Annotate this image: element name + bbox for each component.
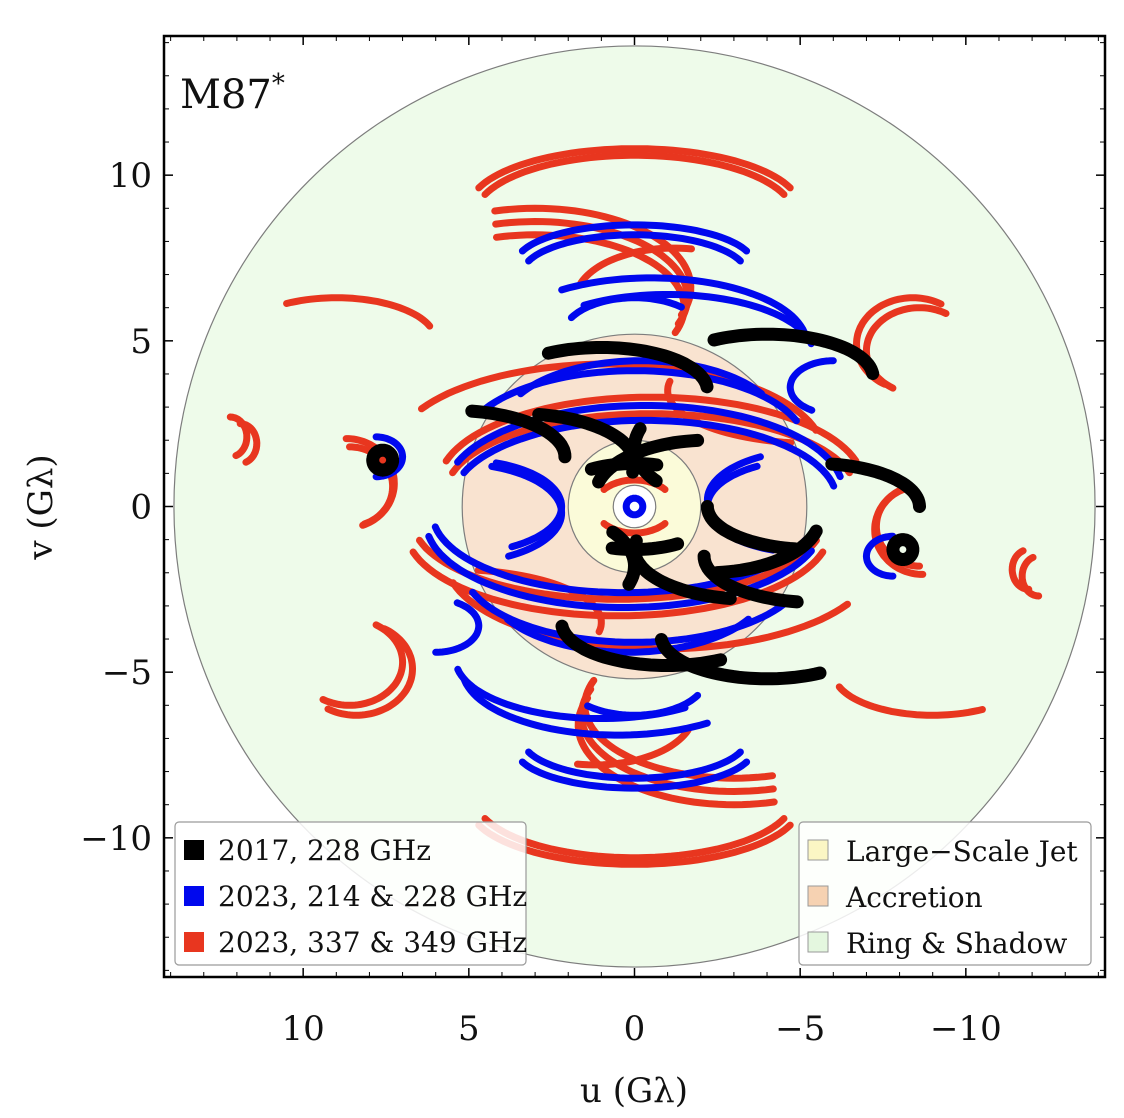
uv-track (418, 360, 820, 434)
uv-track (606, 525, 642, 591)
region-legend: Large−Scale Jet Accretion Ring & Shadow (798, 821, 1092, 966)
uv-track (1018, 553, 1043, 600)
x-axis-title: u (Gλ) (580, 1071, 688, 1111)
uv-track (700, 500, 802, 556)
uv-track (654, 633, 827, 686)
chart-title-superscript: * (272, 69, 285, 99)
legend-swatch-jet (807, 839, 829, 861)
uv-track (425, 532, 815, 611)
uv-track (825, 457, 926, 513)
x-tick-label: 5 (458, 1009, 480, 1049)
series-legend-box (174, 821, 527, 966)
uv-track (574, 726, 692, 769)
region-inner-hole (612, 484, 657, 529)
uv-track (366, 443, 400, 477)
axes-layer: 10 5 0 −5 −10 10 5 0 −5 −10 (80, 34, 1107, 1049)
legend-label-jet: Large−Scale Jet (846, 835, 1078, 868)
chart-title: M87* (180, 69, 285, 118)
legend-swatch-2023-highfreq (184, 932, 204, 952)
uv-track (518, 758, 751, 792)
uv-track (835, 683, 986, 719)
series-1 (372, 221, 897, 792)
uv-track (622, 494, 647, 519)
legend-swatch-accretion (807, 885, 829, 907)
uv-track (432, 599, 483, 656)
uv-track (488, 462, 566, 560)
uv-track (503, 615, 752, 656)
uv-track (541, 341, 714, 394)
uv-track (555, 619, 728, 672)
y-tick-label: 10 (109, 156, 152, 196)
y-tick-label: −5 (102, 653, 152, 693)
uv-track (710, 524, 823, 580)
uv-track (226, 413, 251, 460)
uv-track (518, 221, 751, 255)
legend-swatch-2017 (184, 840, 204, 860)
uv-track (567, 294, 685, 322)
uv-track (283, 294, 434, 330)
x-tick-label: 10 (282, 1009, 325, 1049)
uv-track (577, 244, 695, 287)
legend-label-2023-lowfreq: 2023, 214 & 228 GHz (218, 880, 527, 913)
uv-track (862, 532, 897, 580)
uv-track (697, 549, 804, 609)
uv-track (517, 357, 766, 398)
uv-track (584, 691, 702, 719)
x-tick-label: −5 (775, 1009, 825, 1049)
uv-track (319, 621, 407, 709)
legend-swatch-2023-lowfreq (184, 886, 204, 906)
series-legend: 2017, 228 GHz 2023, 214 & 228 GHz 2023, … (174, 821, 527, 966)
y-tick-label: 5 (130, 322, 152, 362)
legend-label-2017: 2017, 228 GHz (218, 834, 431, 867)
uv-track (475, 145, 794, 192)
uv-track (707, 327, 880, 380)
uv-track (465, 404, 572, 464)
uv-track (454, 402, 844, 481)
legend-label-ring: Ring & Shadow (846, 927, 1067, 960)
uv-track (324, 625, 417, 719)
uv-track (481, 151, 788, 198)
x-tick-label: −10 (930, 1009, 1002, 1049)
y-tick-label: −10 (80, 819, 152, 859)
legend-swatch-ring (807, 931, 829, 953)
y-tick-label: 0 (130, 488, 152, 528)
uv-track (449, 579, 851, 653)
uv-track (525, 231, 744, 265)
series-0 (366, 327, 926, 686)
legend-label-accretion: Accretion (845, 881, 983, 914)
chart-title-text: M87 (180, 72, 272, 118)
uv-track (886, 533, 920, 566)
region-legend-box (798, 821, 1092, 966)
legend-label-2023-highfreq: 2023, 337 & 349 GHz (218, 926, 527, 959)
y-axis-title: v (Gλ) (21, 454, 61, 560)
uv-track (558, 274, 808, 337)
uv-track (786, 357, 837, 414)
uv-track (460, 416, 838, 490)
uv-track (461, 676, 711, 739)
uv-track (627, 422, 663, 488)
uv-track (525, 748, 744, 782)
x-tick-label: 0 (624, 1009, 646, 1049)
